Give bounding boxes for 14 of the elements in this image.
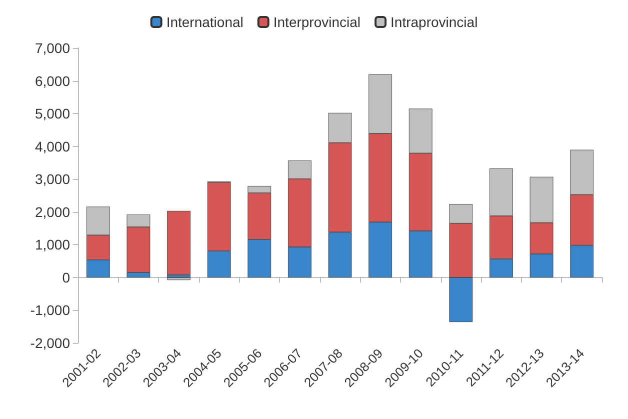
y-tick-label: 1,000 (34, 236, 70, 253)
legend-label: International (166, 14, 244, 30)
y-tick-label: 7,000 (34, 40, 70, 56)
legend-label: Intraprovincial (390, 14, 478, 30)
y-tick-label: 4,000 (34, 138, 70, 154)
bar (167, 210, 190, 275)
y-tick-label: 3,000 (34, 171, 70, 188)
y-tick-label: -2,000 (30, 335, 70, 351)
y-tick-label: 6,000 (34, 72, 70, 89)
y-tick-label: 2,000 (34, 204, 70, 220)
y-tick-label: 0 (62, 269, 70, 286)
y-tick-label: -1,000 (30, 302, 70, 318)
y-tick-label: 5,000 (34, 106, 70, 122)
legend-label: Interprovincial (273, 14, 361, 30)
